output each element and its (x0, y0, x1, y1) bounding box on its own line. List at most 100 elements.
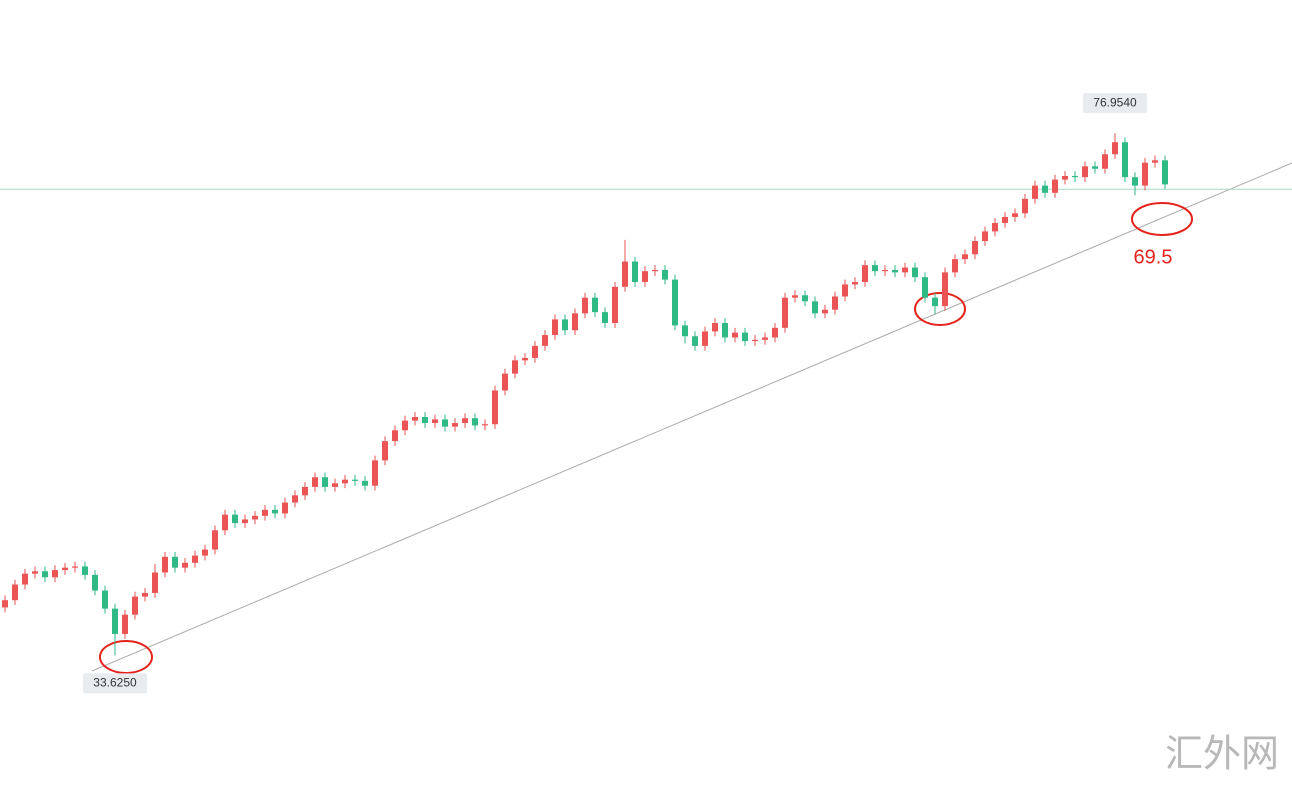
candle-body (262, 509, 268, 516)
candle-body (692, 336, 698, 346)
candle-body (1082, 166, 1088, 178)
candle-body (422, 417, 428, 424)
candle-body (812, 301, 818, 314)
candle-body (742, 332, 748, 342)
candle-body (912, 267, 918, 278)
candle-body (922, 277, 928, 298)
candle-body (992, 222, 998, 232)
candle-body (572, 313, 578, 331)
candle-body (1022, 198, 1028, 214)
candle-body (832, 296, 838, 310)
candle-body (412, 417, 418, 421)
candle-body (782, 297, 788, 328)
candle-body (332, 483, 338, 487)
candle-body (722, 322, 728, 338)
candle-body (962, 254, 968, 260)
candle-body (472, 418, 478, 426)
candle-body (642, 271, 648, 283)
candle-body (32, 571, 38, 574)
candle-body (822, 309, 828, 314)
candle-body (1162, 160, 1168, 185)
highlight-circle (914, 292, 966, 326)
candle-body (982, 231, 988, 242)
candle-body (1062, 175, 1068, 180)
candle-body (82, 566, 88, 575)
candle-body (302, 486, 308, 496)
candle-body (462, 418, 468, 424)
candle-body (312, 477, 318, 487)
candle-body (562, 319, 568, 331)
candle-body (282, 502, 288, 514)
candle-body (392, 430, 398, 442)
candle-body (932, 297, 938, 307)
candle-body (1132, 177, 1138, 186)
candle-body (732, 332, 738, 338)
candle-body (352, 479, 358, 481)
candle-body (1072, 175, 1078, 178)
candle-body (712, 322, 718, 332)
candle-body (1142, 162, 1148, 186)
highlight-circle (1131, 202, 1193, 236)
candle-body (1112, 142, 1118, 155)
candle-body (252, 515, 258, 520)
candle-body (202, 549, 208, 556)
watermark: 汇外网 (1165, 732, 1279, 776)
candle-body (682, 325, 688, 337)
candle-body (602, 312, 608, 323)
price-label-box (83, 673, 147, 694)
candle-body (802, 295, 808, 302)
candle-body (892, 269, 898, 273)
candle-body (492, 390, 498, 425)
candle-body (122, 614, 128, 634)
candle-body (192, 555, 198, 563)
candle-body (852, 282, 858, 285)
candle-body (1042, 185, 1048, 193)
candle-body (232, 514, 238, 524)
candle-body (702, 331, 708, 346)
candle-body (102, 590, 108, 609)
candle-body (882, 269, 888, 272)
candle-body (242, 519, 248, 524)
candle-body (22, 573, 28, 585)
candle-body (652, 269, 658, 272)
candle-body (92, 574, 98, 591)
candle-body (1152, 160, 1158, 163)
candle-body (592, 297, 598, 313)
candle-body (272, 509, 278, 514)
candle-body (292, 495, 298, 503)
price-label: 33.6250 (93, 676, 137, 690)
candle-body (532, 345, 538, 358)
candle-body (212, 530, 218, 550)
candle-body (132, 596, 138, 615)
candle-body (162, 556, 168, 573)
candle-body (2, 600, 8, 608)
candle-body (1102, 154, 1108, 169)
candle-body (792, 295, 798, 298)
candle-body (902, 267, 908, 273)
annotation: 69.5 (1134, 246, 1173, 268)
candle-body (582, 297, 588, 314)
candle-body (522, 357, 528, 361)
candle-body (502, 373, 508, 391)
candle-body (62, 567, 68, 571)
candle-body (752, 339, 758, 342)
candle-body (12, 584, 18, 601)
candle-body (762, 337, 768, 340)
candle-body (372, 460, 378, 486)
candle-body (772, 327, 778, 338)
candle-body (512, 360, 518, 374)
candle-body (172, 556, 178, 568)
candle-body (1032, 185, 1038, 199)
candle-body (552, 319, 558, 336)
candle-body (142, 592, 148, 597)
candle-body (862, 265, 868, 283)
price-label: 76.9540 (1093, 95, 1137, 109)
candle-body (182, 562, 188, 568)
candle-body (222, 514, 228, 531)
candle-body (452, 423, 458, 427)
candle-body (382, 441, 388, 461)
price-label-box (1083, 93, 1147, 114)
candle-body (322, 477, 328, 487)
candle-body (1052, 179, 1058, 193)
